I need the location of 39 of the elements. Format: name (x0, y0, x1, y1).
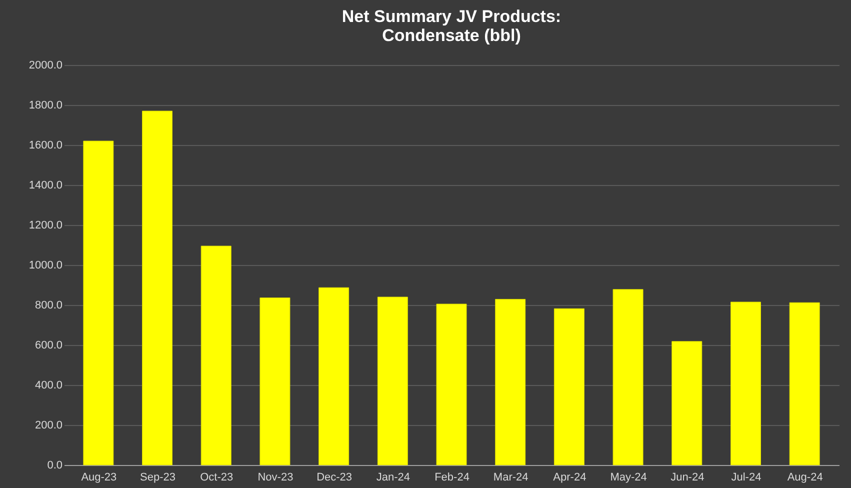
y-tick-label: 400.0 (34, 380, 62, 392)
y-tick-label: 0.0 (47, 460, 62, 472)
x-tick-label: Feb-24 (434, 472, 470, 484)
bar (142, 110, 173, 466)
text: Net Summary JV Products: (342, 7, 562, 26)
bar (377, 296, 408, 466)
bar (672, 341, 702, 466)
x-tick-label: Jan-24 (376, 472, 410, 484)
x-tick-label: Jul-24 (731, 472, 762, 484)
bar (318, 287, 350, 466)
x-tick-label: Dec-23 (316, 472, 352, 484)
x-tick-label: May-24 (610, 472, 647, 484)
x-tick-label: Aug-24 (787, 472, 823, 484)
x-tick-label: Aug-23 (81, 472, 117, 484)
bar (612, 289, 644, 466)
y-tick-label: 600.0 (34, 340, 62, 352)
bar (200, 246, 232, 466)
x-tick-label: Oct-23 (200, 472, 234, 484)
y-tick-label: 1600.0 (28, 140, 62, 152)
bar (436, 304, 467, 466)
y-tick-label: 1200.0 (28, 220, 62, 232)
bar (495, 298, 526, 466)
text: Condensate (bbl) (382, 26, 521, 45)
y-tick-label: 200.0 (34, 420, 62, 432)
bar (730, 302, 761, 466)
bar (260, 298, 290, 466)
y-tick-label: 1000.0 (28, 260, 62, 272)
x-tick-label: Apr-24 (553, 472, 586, 484)
bar (554, 308, 584, 466)
x-tick-label: Sep-23 (140, 472, 176, 484)
y-tick-label: 800.0 (34, 300, 62, 312)
y-tick-label: 1400.0 (28, 180, 62, 192)
bar (789, 302, 820, 466)
x-tick-label: Mar-24 (493, 472, 528, 484)
x-tick-label: Jun-24 (670, 472, 704, 484)
bar (83, 140, 114, 466)
y-tick-label: 2000.0 (28, 60, 62, 72)
x-tick-label: Nov-23 (258, 472, 294, 484)
y-tick-label: 1800.0 (28, 100, 62, 112)
